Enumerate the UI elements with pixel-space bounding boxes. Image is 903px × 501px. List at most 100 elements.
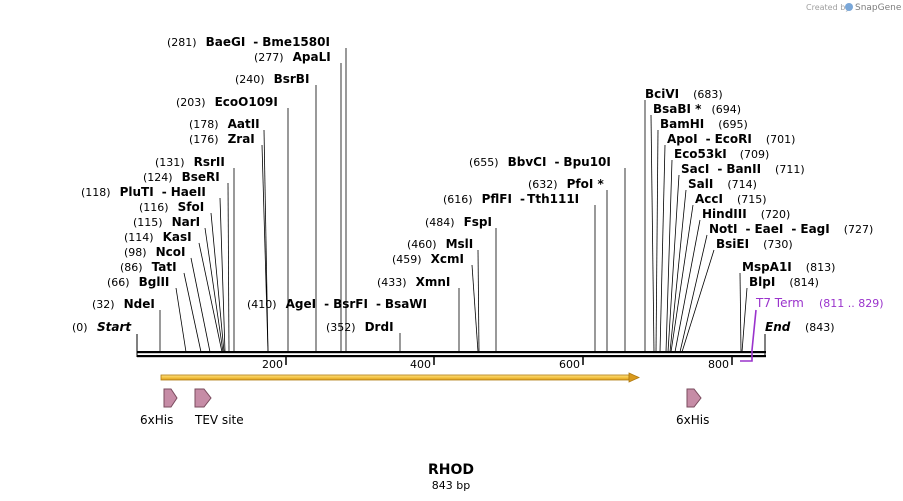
enzyme-name[interactable]: KasI (163, 230, 192, 244)
orf-arrow[interactable] (160, 372, 640, 383)
site-label[interactable]: (616) PflFI - Tth111I (443, 192, 579, 206)
site-label[interactable]: MspA1I (813) (742, 260, 835, 274)
enzyme-name[interactable]: RsrII (194, 155, 225, 169)
site-label[interactable]: (460) MslI (407, 237, 473, 251)
enzyme-name[interactable]: SfoI (178, 200, 205, 214)
enzyme-name[interactable]: BbvCI (508, 155, 547, 169)
enzyme-name[interactable]: Bme1580I (262, 35, 330, 49)
feature-6xhis-1[interactable]: 6xHis (140, 388, 178, 427)
site-position: (694) (711, 103, 741, 116)
enzyme-name[interactable]: SacI (681, 162, 709, 176)
site-label[interactable]: (410) AgeI - BsrFI - BsaWI (247, 297, 427, 311)
site-label[interactable]: (32) NdeI (92, 297, 155, 311)
site-label[interactable]: (281) BaeGI - Bme1580I (167, 35, 330, 49)
enzyme-name[interactable]: Eco53kI (674, 147, 727, 161)
leader-line (263, 129, 269, 353)
enzyme-name[interactable]: BaeGI (206, 35, 246, 49)
enzyme-name[interactable]: BamHI (660, 117, 704, 131)
site-label[interactable]: (114) KasI (124, 230, 192, 244)
enzyme-name[interactable]: XcmI (431, 252, 464, 266)
site-label[interactable]: SacI - BanII (711) (681, 162, 805, 176)
site-label[interactable]: (131) RsrII (155, 155, 225, 169)
site-label[interactable]: (459) XcmI (392, 252, 464, 266)
enzyme-name[interactable]: DrdI (365, 320, 394, 334)
enzyme-name[interactable]: BanII (726, 162, 761, 176)
enzyme-name[interactable]: XmnI (416, 275, 451, 289)
feature-tev-site[interactable]: TEV site (194, 388, 244, 427)
enzyme-name[interactable]: PfoI * (567, 177, 605, 191)
enzyme-name[interactable]: ApaLI (293, 50, 331, 64)
enzyme-name[interactable]: AgeI (286, 297, 316, 311)
enzyme-name[interactable]: NcoI (156, 245, 186, 259)
enzyme-name[interactable]: BciVI (645, 87, 679, 101)
enzyme-name[interactable]: BsrBI (274, 72, 310, 86)
enzyme-name[interactable]: SalI (688, 177, 713, 191)
site-position: (32) (92, 298, 115, 311)
site-label[interactable]: (433) XmnI (377, 275, 450, 289)
enzyme-name[interactable]: Tth111I (527, 192, 579, 206)
site-label[interactable]: (98) NcoI (124, 245, 185, 259)
enzyme-name[interactable]: AatII (228, 117, 260, 131)
enzyme-name[interactable]: PluTI (120, 185, 154, 199)
enzyme-name[interactable]: BsrFI (333, 297, 368, 311)
site-label[interactable]: (240) BsrBI (235, 72, 309, 86)
site-position: (460) (407, 238, 437, 251)
site-label[interactable]: (116) SfoI (139, 200, 204, 214)
site-label[interactable]: (178) AatII (189, 117, 260, 131)
enzyme-name[interactable]: ZraI (228, 132, 255, 146)
site-label[interactable]: Eco53kI (709) (674, 147, 769, 161)
leader-line (175, 287, 187, 353)
feature-6xhis-2[interactable]: 6xHis (676, 388, 709, 427)
enzyme-name[interactable]: FspI (464, 215, 492, 229)
enzyme-name[interactable]: NdeI (124, 297, 155, 311)
site-label[interactable]: (655) BbvCI - Bpu10I (469, 155, 611, 169)
site-label[interactable]: (484) FspI (425, 215, 492, 229)
enzyme-name[interactable]: HindIII (702, 207, 747, 221)
enzyme-name[interactable]: ApoI (667, 132, 698, 146)
enzyme-name[interactable]: Bpu10I (563, 155, 610, 169)
t7-terminator-feature[interactable]: T7 Term (811 .. 829) (740, 296, 884, 362)
enzyme-name[interactable]: BsiEI (716, 237, 749, 251)
start-label: Start (97, 320, 132, 334)
enzyme-name[interactable]: BglII (139, 275, 170, 289)
site-label[interactable]: SalI (714) (688, 177, 757, 191)
enzyme-name[interactable]: BsaWI (385, 297, 427, 311)
enzyme-name[interactable]: EaeI (754, 222, 783, 236)
site-label[interactable]: BlpI (814) (749, 275, 819, 289)
site-label[interactable]: NotI - EaeI - EagI (727) (709, 222, 873, 236)
enzyme-name[interactable]: EcoRI (715, 132, 752, 146)
enzyme-name[interactable]: BlpI (749, 275, 775, 289)
enzyme-name[interactable]: TatI (152, 260, 177, 274)
site-label[interactable]: (277) ApaLI (254, 50, 331, 64)
site-label[interactable]: (86) TatI (120, 260, 177, 274)
site-label[interactable]: (176) ZraI (189, 132, 255, 146)
site-label[interactable]: HindIII (720) (702, 207, 790, 221)
enzyme-name[interactable]: PflFI (482, 192, 512, 206)
enzyme-name[interactable]: MslI (446, 237, 474, 251)
enzyme-name[interactable]: NarI (172, 215, 201, 229)
enzyme-name[interactable]: EcoO109I (215, 95, 278, 109)
enzyme-name[interactable]: HaeII (171, 185, 206, 199)
enzyme-name[interactable]: EagI (800, 222, 829, 236)
site-label[interactable]: ApoI - EcoRI (701) (667, 132, 795, 146)
site-label[interactable]: BciVI (683) (645, 87, 723, 101)
enzyme-name[interactable]: BseRI (182, 170, 220, 184)
leader-line (261, 144, 269, 353)
site-label[interactable]: BsiEI (730) (716, 237, 793, 251)
enzyme-name[interactable]: MspA1I (742, 260, 792, 274)
site-label[interactable]: (352) DrdI (326, 320, 394, 334)
site-label[interactable]: AccI (715) (695, 192, 767, 206)
site-label[interactable]: (124) BseRI (143, 170, 220, 184)
enzyme-name[interactable]: BsaBI * (653, 102, 702, 116)
site-label[interactable]: (66) BglII (107, 275, 169, 289)
site-label[interactable]: (203) EcoO109I (176, 95, 278, 109)
site-position: (695) (718, 118, 748, 131)
enzyme-name[interactable]: AccI (695, 192, 723, 206)
site-label[interactable]: (115) NarI (133, 215, 200, 229)
site-label[interactable]: (632) PfoI * (528, 177, 604, 191)
site-label[interactable]: BamHI (695) (660, 117, 748, 131)
site-label[interactable]: (118) PluTI - HaeII (81, 185, 206, 199)
site-position: (124) (143, 171, 173, 184)
site-label[interactable]: BsaBI * (694) (653, 102, 741, 116)
enzyme-name[interactable]: NotI (709, 222, 738, 236)
